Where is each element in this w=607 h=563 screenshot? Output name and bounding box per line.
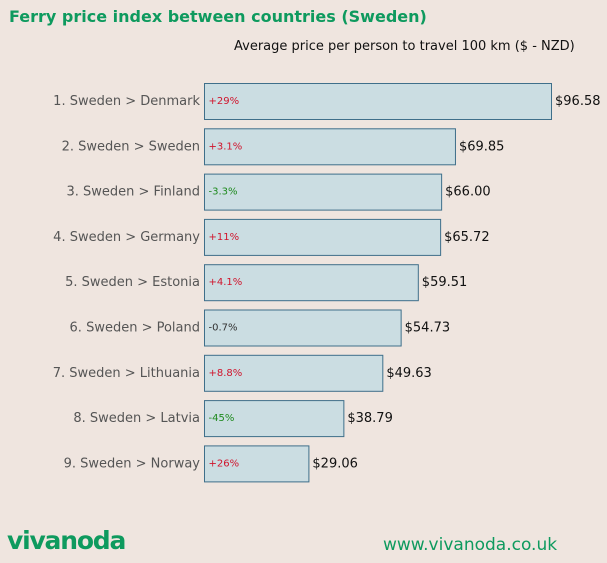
category-label: 7. Sweden > Lithuania	[53, 366, 200, 381]
value-label: $69.85	[459, 139, 505, 154]
category-label: 2. Sweden > Sweden	[62, 139, 200, 154]
change-label: +3.1%	[209, 141, 243, 152]
change-label: +4.1%	[209, 277, 243, 288]
change-label: +11%	[209, 232, 240, 243]
category-label: 4. Sweden > Germany	[53, 230, 200, 245]
category-label: 6. Sweden > Poland	[70, 321, 200, 336]
value-label: $54.73	[405, 321, 451, 336]
change-label: -3.3%	[209, 187, 238, 198]
category-label: 9. Sweden > Norway	[64, 456, 201, 471]
website-url: www.vivanoda.co.uk	[383, 535, 558, 555]
bar-chart: 1. Sweden > Denmark +29% $96.58 2. Sweden >…	[53, 83, 601, 483]
category-label: 8. Sweden > Latvia	[73, 411, 200, 426]
chart-title: Ferry price index between countries (Swe…	[9, 7, 427, 26]
bar	[204, 218, 442, 256]
bar	[204, 264, 419, 302]
value-label: $38.79	[347, 411, 393, 426]
change-label: -45%	[209, 413, 235, 424]
category-label: 1. Sweden > Denmark	[53, 94, 200, 109]
bar	[204, 173, 443, 211]
change-label: -0.7%	[209, 323, 238, 334]
value-label: $49.63	[386, 366, 432, 381]
value-label: $29.06	[312, 456, 358, 471]
chart-subtitle: Average price per person to travel 100 k…	[234, 39, 575, 54]
bar	[204, 83, 552, 120]
value-label: $66.00	[445, 185, 491, 200]
bar	[204, 309, 402, 347]
change-label: +8.8%	[209, 368, 243, 379]
brand-logo: vivanoda	[7, 526, 126, 555]
bar	[204, 354, 384, 392]
category-label: 3. Sweden > Finland	[66, 185, 200, 200]
bar	[204, 400, 345, 438]
value-label: $96.58	[555, 94, 601, 109]
change-label: +26%	[209, 458, 240, 469]
bar	[204, 445, 310, 483]
change-label: +29%	[209, 96, 240, 107]
value-label: $65.72	[444, 230, 490, 245]
category-label: 5. Sweden > Estonia	[65, 275, 200, 290]
bar	[204, 128, 456, 166]
value-label: $59.51	[422, 275, 468, 290]
